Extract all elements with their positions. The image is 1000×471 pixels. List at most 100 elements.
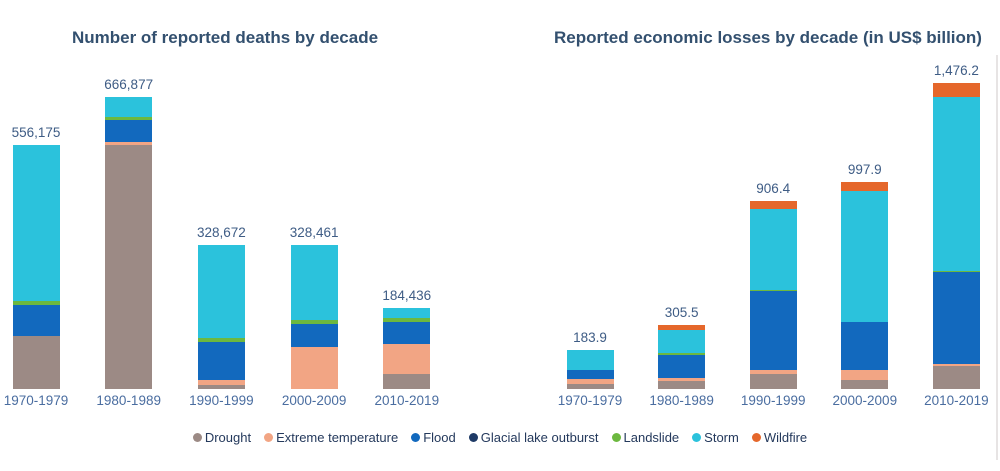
bar-1970-1979[interactable] [566,350,614,389]
bar-segment-drought[interactable] [658,381,706,389]
category-axis-label: 1990-1999 [189,393,254,408]
bar-segment-flood[interactable] [658,354,706,378]
bar-segment-landslide[interactable] [383,318,431,323]
legend-item-drought[interactable]: Drought [192,429,252,445]
bar-segment-flood[interactable] [105,119,153,142]
bar-segment-drought[interactable] [932,366,980,389]
bar-segment-flood[interactable] [841,321,889,370]
bar-segment-extreme-temperature[interactable] [197,380,245,386]
legend-color-dot-icon [751,432,761,442]
bar-segment-wildfire[interactable] [658,325,706,330]
bar-segment-storm[interactable] [105,97,153,117]
bar-segment-extreme-temperature[interactable] [932,364,980,367]
legend-item-label: Storm [704,429,739,445]
bar-1980-1989[interactable] [658,325,706,389]
category-axis-label: 2000-2009 [281,393,347,408]
deaths-chart-title: Number of reported deaths by decade [71,28,379,47]
bar-segment-landslide[interactable] [12,301,60,305]
legend-color-dot-icon [411,432,421,442]
bar-segment-storm[interactable] [290,244,338,321]
bar-segment-drought[interactable] [749,374,797,389]
category-axis-label: 1990-1999 [740,393,806,408]
category-axis-label: 1970-1979 [3,393,69,408]
bar-total-label: 305.5 [664,305,699,321]
category-axis-label: 2010-2019 [374,393,440,408]
bar-segment-extreme-temperature[interactable] [841,369,889,380]
bar-1990-1999[interactable] [197,244,245,389]
category-axis-label: 1980-1989 [96,393,161,408]
legend-item-glacial-lake-outburst[interactable]: Glacial lake outburst [468,429,599,445]
bar-2010-2019[interactable] [383,307,431,389]
bar-total-label: 328,672 [196,224,246,240]
bar-segment-wildfire[interactable] [841,181,889,191]
bar-segment-wildfire[interactable] [749,200,797,209]
bar-segment-flood[interactable] [197,342,245,381]
bar-total-label: 556,175 [11,125,61,141]
legend-color-dot-icon [468,432,478,442]
bar-total-label: 1,476.2 [933,62,979,78]
bar-segment-extreme-temperature[interactable] [566,379,614,384]
legend-color-dot-icon [692,432,702,442]
bar-segment-storm[interactable] [749,208,797,290]
bar-segment-extreme-temperature[interactable] [658,377,706,382]
bar-segment-storm[interactable] [566,350,614,371]
bar-segment-flood[interactable] [290,324,338,347]
bar-segment-extreme-temperature[interactable] [749,370,797,375]
bar-segment-storm[interactable] [658,329,706,354]
bar-total-label: 184,436 [382,287,432,303]
bar-1980-1989[interactable] [105,97,153,389]
bar-segment-storm[interactable] [383,307,431,319]
category-axis-label: 2010-2019 [924,393,989,408]
legend-item-flood[interactable]: Flood [411,430,456,445]
bar-segment-storm[interactable] [197,244,245,338]
legend: Drought Extreme temperature Flood Glacial l… [0,427,1000,447]
legend-item-label: Flood [423,429,456,445]
bar-2010-2019[interactable] [932,82,980,389]
bar-segment-drought[interactable] [197,385,245,389]
bar-segment-drought[interactable] [12,336,60,389]
bar-segment-extreme-temperature[interactable] [105,141,153,145]
bar-segment-flood[interactable] [749,291,797,371]
bar-segment-landslide[interactable] [290,320,338,325]
legend-item-storm[interactable]: Storm [692,430,739,445]
bar-segment-storm[interactable] [841,190,889,322]
bar-segment-landslide[interactable] [749,289,797,292]
bar-segment-landslide[interactable] [658,353,706,355]
bar-segment-flood[interactable] [12,304,60,337]
category-axis-label: 1980-1989 [649,393,714,408]
legend-item-label: Landslide [623,429,680,445]
bar-segment-extreme-temperature[interactable] [383,343,431,375]
bar-segment-extreme-temperature[interactable] [290,346,338,389]
legend-item-extreme-temperature[interactable]: Extreme temperature [264,430,398,445]
category-axis-label: 2000-2009 [832,393,898,408]
bar-segment-landslide[interactable] [932,271,980,273]
bar-segment-drought[interactable] [566,383,614,389]
bar-total-label: 666,877 [104,77,154,92]
bar-segment-landslide[interactable] [197,337,245,343]
bar-segment-drought[interactable] [383,374,431,389]
bar-segment-landslide[interactable] [105,116,153,120]
legend-item-wildfire[interactable]: Wildfire [751,430,807,445]
bar-segment-wildfire[interactable] [932,82,980,97]
legend-item-label: Drought [204,429,252,445]
legend-item-label: Glacial lake outburst [480,429,599,445]
bar-segment-storm[interactable] [12,145,60,302]
bar-segment-flood[interactable] [383,322,431,344]
category-axis-label: 1970-1979 [557,393,623,408]
bar-segment-drought[interactable] [841,379,889,389]
bar-segment-flood[interactable] [932,272,980,365]
bar-1990-1999[interactable] [749,200,797,389]
bar-1970-1979[interactable] [12,145,60,389]
bar-2000-2009[interactable] [290,244,338,389]
legend-color-dot-icon [611,432,621,442]
bar-total-label: 328,461 [289,224,339,240]
losses-chart-title: Reported economic losses by decade (in U… [554,28,982,47]
bar-2000-2009[interactable] [841,181,889,389]
bar-segment-storm[interactable] [932,96,980,272]
bar-segment-drought[interactable] [105,144,153,389]
bar-total-label: 906.4 [756,180,791,196]
legend-item-landslide[interactable]: Landslide [611,429,680,445]
bar-segment-flood[interactable] [566,370,614,380]
bar-total-label: 183.9 [573,330,607,346]
